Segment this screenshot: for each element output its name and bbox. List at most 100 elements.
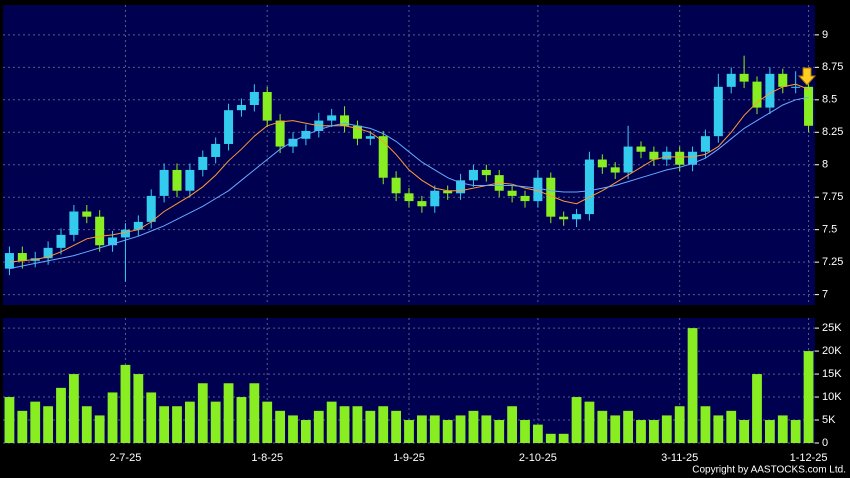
candle-body [288,138,298,147]
volume-bar [56,387,66,443]
volume-bar [30,401,41,443]
volume-bar [249,383,260,443]
candle-body [713,86,723,137]
volume-bar [442,420,453,443]
candle-body [675,151,685,165]
volume-bar [532,424,543,443]
x-tick-label: 3-11-25 [661,452,698,464]
volume-bar [700,406,711,443]
y-tick-label: 8.5 [822,94,837,106]
candle-body [133,221,143,230]
candle-body [533,177,543,202]
candle-body [17,253,27,261]
volume-bar [133,374,144,443]
candle-body [804,86,814,126]
candle-body [185,169,195,191]
candle-body [378,136,388,178]
candle-body [327,115,337,121]
candle-body [572,214,582,220]
moving-average-line [9,83,809,263]
candle-body [159,169,169,196]
candle-body [700,136,710,152]
x-tick-label: 1-8-25 [251,452,283,464]
candle-body [623,146,633,173]
candle-body [249,92,259,105]
candle-body [146,195,156,222]
candle-body [340,115,350,126]
candle-body [520,195,530,202]
volume-bar [416,415,427,443]
volume-bar [494,420,505,443]
candle-body [468,169,478,181]
y-tick-label: 7.25 [822,256,843,268]
x-tick-label: 2-7-25 [110,452,142,464]
signal-arrow [797,67,817,86]
volume-bar [597,410,608,443]
candle-body [43,247,53,259]
moving-average-line [9,96,809,270]
volume-bar [777,415,788,443]
candle-body [662,151,672,160]
volume-bar [391,410,402,443]
volume-bar [339,406,350,443]
volume-bar [764,420,775,443]
volume-bar [68,374,79,443]
x-tick-label: 1-12-25 [790,452,828,464]
candle-body [597,159,607,168]
candle-body [172,169,182,191]
y-tick-label: 7.5 [822,224,837,236]
volume-bar [378,406,389,443]
volume-bar [326,401,337,443]
y-tick-label: 10K [822,391,842,403]
volume-bar [739,420,750,443]
volume-bar [571,397,582,443]
y-tick-label: 8 [822,159,828,171]
volume-bar [236,397,247,443]
volume-bar [455,415,466,443]
candle-body [778,73,788,87]
volume-bar [81,406,92,443]
y-tick-label: 8.75 [822,61,843,73]
volume-bar [507,406,518,443]
y-tick-label: 0 [822,437,828,449]
volume-bar [223,383,234,443]
y-tick-label: 8.25 [822,126,843,138]
y-tick-label: 5K [822,414,836,426]
candle-body [275,120,285,147]
volume-bar [674,406,685,443]
candle-body [365,136,375,139]
volume-bar [636,420,646,443]
volume-bar [481,415,492,443]
candle-body [352,125,362,139]
volume-bar [4,397,15,443]
candle-body [417,201,427,207]
volume-bar [558,433,569,443]
candle-body [584,159,594,215]
volume-bar [197,383,208,443]
candle-body [95,216,105,246]
volume-bar [803,351,814,443]
copyright: Copyright by AASTOCKS.com Ltd. [692,465,846,476]
volume-bar [661,415,672,443]
candle-body [752,81,762,108]
y-tick-label: 7 [822,289,828,301]
volume-bar [300,420,311,443]
volume-bar [429,415,440,443]
x-tick-label: 2-10-25 [519,452,557,464]
candle-body [391,177,401,194]
y-tick-label: 15K [822,368,842,380]
volume-bar [94,415,105,443]
volume-bar [610,415,621,443]
volume-bar [790,420,801,443]
candle-body [559,216,569,220]
volume-bar [275,410,286,443]
volume-bar [726,410,737,443]
volume-bar [752,374,762,443]
volume-bar [584,401,595,443]
candle-body [69,211,79,235]
candle-body [56,234,66,248]
candle-body [236,105,246,111]
candle-body [404,193,414,202]
volume-bar [365,410,376,443]
volume-bar [17,410,28,443]
